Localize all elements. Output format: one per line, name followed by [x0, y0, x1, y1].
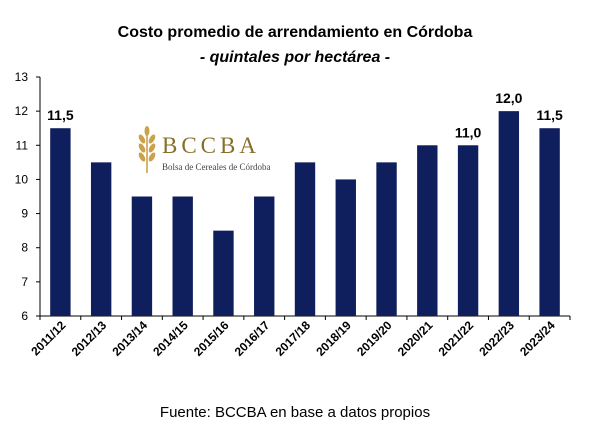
x-tick-label: 2012/13 [69, 318, 110, 359]
logo-wordmark: BCCBA [162, 133, 260, 158]
bar [50, 128, 71, 316]
bar [498, 111, 520, 317]
y-tick-label: 13 [15, 70, 29, 84]
wheat-icon [138, 126, 156, 173]
bar [294, 162, 316, 316]
bccba-logo: BCCBA Bolsa de Cereales de Córdoba [134, 125, 294, 175]
y-tick-label: 8 [21, 241, 28, 255]
bar [335, 179, 356, 316]
y-tick-label: 11 [16, 138, 29, 152]
x-tick-label: 2021/22 [436, 318, 477, 359]
bar [417, 145, 438, 316]
bar [254, 196, 275, 316]
x-tick-label: 2019/20 [354, 318, 395, 359]
y-tick-label: 9 [21, 207, 28, 221]
y-tick-label: 7 [21, 275, 28, 289]
x-tick-label: 2022/23 [476, 318, 517, 359]
data-label: 11,5 [47, 107, 74, 123]
y-tick-label: 12 [15, 104, 29, 118]
x-tick-label: 2011/12 [28, 318, 68, 358]
y-tick-label: 6 [21, 309, 28, 323]
data-label: 11,5 [536, 107, 563, 123]
chart-title: Costo promedio de arrendamiento en Córdo… [117, 24, 473, 41]
x-tick-label: 2018/19 [313, 318, 354, 359]
bar [457, 145, 479, 316]
bar [539, 128, 560, 316]
y-tick-label: 10 [15, 172, 29, 186]
x-tick-label: 2016/17 [232, 318, 273, 359]
x-tick-label: 2023/24 [517, 318, 558, 359]
x-tick-label: 2017/18 [273, 318, 314, 359]
x-tick-label: 2013/14 [109, 318, 150, 359]
bar [376, 162, 397, 316]
logo-tagline: Bolsa de Cereales de Córdoba [162, 162, 271, 172]
bar [90, 162, 112, 316]
data-label: 12,0 [495, 90, 522, 106]
bar [213, 230, 234, 316]
data-label: 11,0 [455, 124, 482, 140]
x-tick-label: 2020/21 [395, 318, 436, 359]
chart-subtitle: - quintales por hectárea - [199, 49, 391, 66]
x-tick-label: 2015/16 [191, 318, 232, 359]
bar [131, 196, 153, 316]
source-note: Fuente: BCCBA en base a datos propios [159, 404, 431, 421]
x-tick-label: 2014/15 [150, 318, 191, 359]
bar [172, 196, 193, 316]
